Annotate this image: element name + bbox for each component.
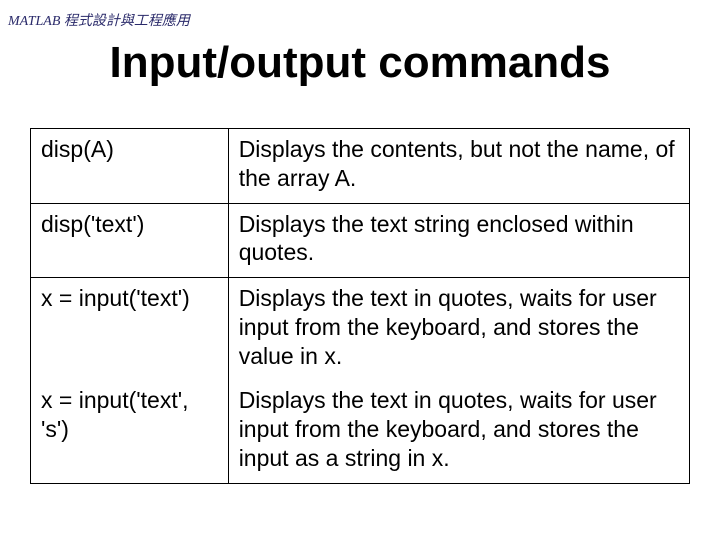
table-row: disp('text') Displays the text string en… bbox=[31, 203, 690, 278]
slide-title: Input/output commands bbox=[0, 38, 720, 88]
course-header: MATLAB 程式設計與工程應用 bbox=[8, 10, 190, 30]
command-cell: disp(A) bbox=[31, 129, 229, 204]
command-cell: x = input('text') bbox=[31, 278, 229, 381]
commands-table: disp(A) Displays the contents, but not t… bbox=[30, 128, 690, 484]
description-cell: Displays the text in quotes, waits for u… bbox=[228, 278, 689, 381]
table-row: x = input('text', 's') Displays the text… bbox=[31, 380, 690, 483]
table-row: x = input('text') Displays the text in q… bbox=[31, 278, 690, 381]
commands-table-wrap: disp(A) Displays the contents, but not t… bbox=[30, 128, 690, 484]
command-cell: x = input('text', 's') bbox=[31, 380, 229, 483]
description-cell: Displays the text string enclosed within… bbox=[228, 203, 689, 278]
command-cell: disp('text') bbox=[31, 203, 229, 278]
description-cell: Displays the contents, but not the name,… bbox=[228, 129, 689, 204]
description-cell: Displays the text in quotes, waits for u… bbox=[228, 380, 689, 483]
commands-table-body: disp(A) Displays the contents, but not t… bbox=[31, 129, 690, 484]
table-row: disp(A) Displays the contents, but not t… bbox=[31, 129, 690, 204]
